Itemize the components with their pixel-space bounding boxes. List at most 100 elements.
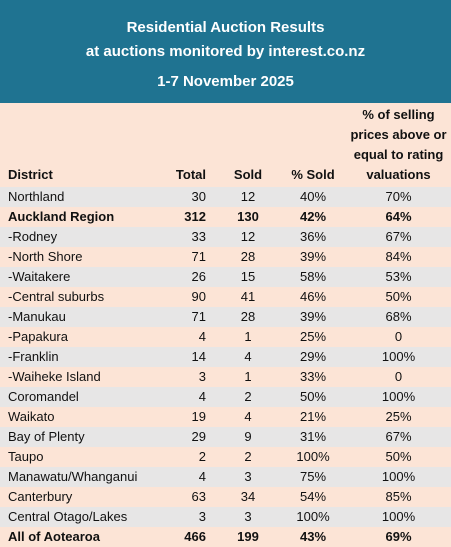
cell-total: 63 (191, 489, 206, 504)
cell-total: 2 (198, 449, 206, 464)
cell-district: All of Aotearoa (8, 529, 100, 544)
cell-pct-sold: 31% (299, 429, 327, 444)
cell-pct-sold: 43% (299, 529, 327, 544)
table-row: -Rodney 33 12 36% 67% (0, 227, 451, 247)
cell-pct-sold: 25% (299, 329, 327, 344)
cell-pct-sold: 39% (299, 249, 327, 264)
cell-pct-above: 100% (381, 509, 416, 524)
table-row: -Waitakere 26 15 58% 53% (0, 267, 451, 287)
table-row-total: All of Aotearoa 466 199 43% 69% (0, 527, 451, 547)
cell-sold: 28 (240, 249, 256, 264)
cell-total: 19 (191, 409, 206, 424)
cell-total: 4 (198, 469, 206, 484)
table-row: Waikato 19 4 21% 25% (0, 407, 451, 427)
cell-district: Taupo (8, 449, 44, 464)
cell-pct-sold: 39% (299, 309, 327, 324)
cell-total: 33 (191, 229, 206, 244)
cell-pct-above: 0 (394, 329, 403, 344)
cell-district: Auckland Region (8, 209, 115, 224)
cell-pct-above: 69% (385, 529, 412, 544)
table-row: Canterbury 63 34 54% 85% (0, 487, 451, 507)
cell-pct-above: 67% (385, 229, 412, 244)
table-header-row: District Total Sold % Sold % of selling … (0, 103, 451, 187)
cell-pct-sold: 40% (299, 189, 327, 204)
header-district: District (8, 167, 53, 182)
table-body: Northland 30 12 40% 70% Auckland Region … (0, 187, 451, 547)
cell-district: Northland (8, 189, 65, 204)
date-range: 1-7 November 2025 (157, 73, 294, 90)
cell-sold: 199 (237, 529, 259, 544)
table-row: Central Otago/Lakes 3 3 100% 100% (0, 507, 451, 527)
cell-sold: 12 (240, 229, 256, 244)
cell-pct-sold: 46% (299, 289, 327, 304)
cell-sold: 1 (244, 329, 252, 344)
cell-pct-sold: 100% (296, 509, 330, 524)
cell-pct-above: 70% (385, 189, 412, 204)
cell-sold: 41 (240, 289, 256, 304)
table-row: Bay of Plenty 29 9 31% 67% (0, 427, 451, 447)
cell-pct-above: 85% (385, 489, 412, 504)
cell-total: 312 (184, 209, 206, 224)
cell-total: 3 (198, 369, 206, 384)
cell-pct-sold: 33% (299, 369, 327, 384)
header-total: Total (175, 167, 206, 182)
cell-pct-above: 100% (381, 389, 416, 404)
cell-pct-sold: 36% (299, 229, 327, 244)
cell-pct-sold: 42% (299, 209, 327, 224)
cell-district: -Rodney (8, 229, 58, 244)
cell-sold: 2 (244, 389, 252, 404)
table-row: Taupo 2 2 100% 50% (0, 447, 451, 467)
cell-pct-above: 0 (394, 369, 403, 384)
cell-total: 71 (191, 249, 206, 264)
cell-sold: 3 (244, 509, 252, 524)
cell-district: Manawatu/Whanganui (8, 469, 138, 484)
cell-total: 26 (191, 269, 206, 284)
cell-total: 71 (191, 309, 206, 324)
header-pct-above-valuation: % of selling prices above or equal to ra… (350, 107, 447, 182)
cell-sold: 1 (244, 369, 252, 384)
cell-sold: 12 (240, 189, 256, 204)
cell-total: 3 (198, 509, 206, 524)
cell-pct-sold: 21% (299, 409, 327, 424)
cell-pct-above: 67% (385, 429, 412, 444)
cell-pct-above: 53% (385, 269, 412, 284)
table-row: -Central suburbs 90 41 46% 50% (0, 287, 451, 307)
cell-pct-above: 100% (381, 349, 416, 364)
cell-pct-above: 64% (385, 209, 412, 224)
cell-pct-sold: 50% (299, 389, 327, 404)
header-pct-sold: % Sold (291, 167, 335, 182)
cell-district: Waikato (8, 409, 55, 424)
title-banner: Residential Auction Results at auctions … (0, 0, 451, 103)
title-line-1: Residential Auction Results (126, 19, 325, 36)
cell-pct-sold: 75% (299, 469, 327, 484)
cell-district: -Central suburbs (8, 289, 105, 304)
cell-pct-sold: 29% (299, 349, 327, 364)
cell-sold: 2 (244, 449, 252, 464)
table-row: -Papakura 4 1 25% 0 (0, 327, 451, 347)
cell-sold: 130 (237, 209, 259, 224)
cell-pct-above: 50% (385, 289, 412, 304)
cell-district: -Manukau (8, 309, 66, 324)
cell-pct-sold: 58% (299, 269, 327, 284)
header-sold: Sold (233, 167, 263, 182)
cell-total: 14 (191, 349, 206, 364)
cell-pct-above: 68% (385, 309, 412, 324)
cell-district: Bay of Plenty (8, 429, 85, 444)
table-row: -Manukau 71 28 39% 68% (0, 307, 451, 327)
cell-sold: 28 (240, 309, 256, 324)
cell-district: Central Otago/Lakes (8, 509, 128, 524)
table-row: -Franklin 14 4 29% 100% (0, 347, 451, 367)
cell-sold: 9 (244, 429, 252, 444)
cell-sold: 3 (244, 469, 252, 484)
table-row: Northland 30 12 40% 70% (0, 187, 451, 207)
cell-total: 30 (191, 189, 206, 204)
cell-total: 466 (184, 529, 206, 544)
table-row: -North Shore 71 28 39% 84% (0, 247, 451, 267)
cell-total: 90 (191, 289, 206, 304)
auction-results-table: District Total Sold % Sold % of selling … (0, 103, 451, 547)
cell-pct-sold: 54% (299, 489, 327, 504)
title-line-2: at auctions monitored by interest.co.nz (85, 43, 366, 60)
cell-total: 4 (198, 389, 206, 404)
cell-district: -Papakura (8, 329, 68, 344)
table-row: Manawatu/Whanganui 4 3 75% 100% (0, 467, 451, 487)
